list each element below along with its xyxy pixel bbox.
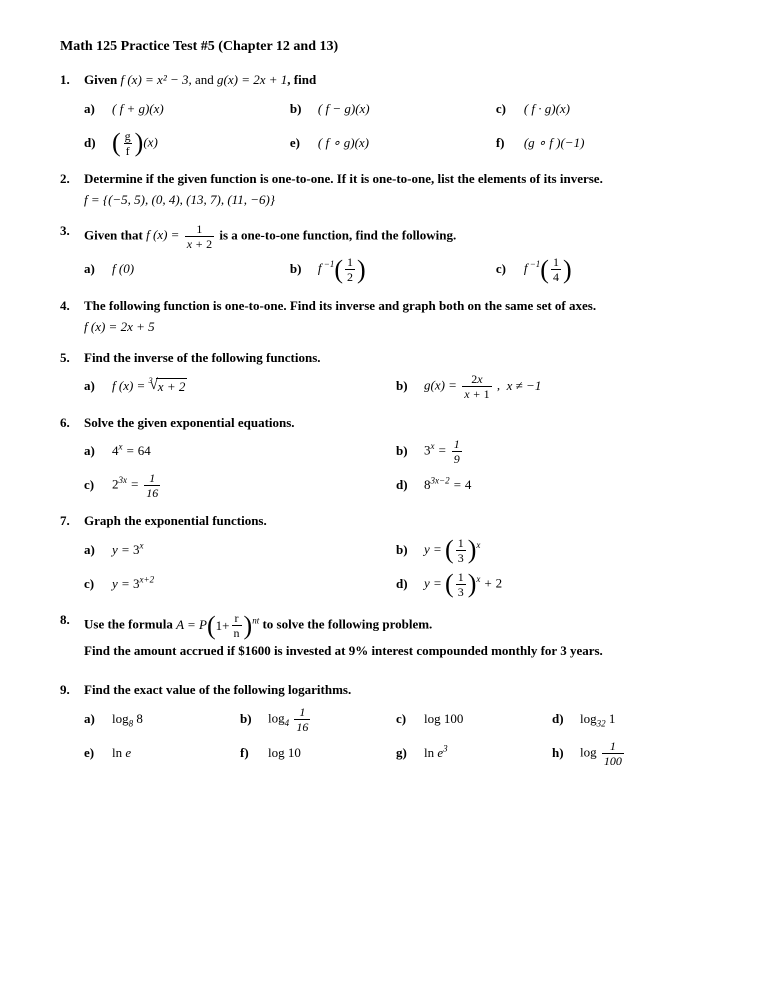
problem-1: 1. Given f (x) = x² − 3, and g(x) = 2x +… xyxy=(60,72,708,157)
problem-9: 9. Find the exact value of the following… xyxy=(60,682,708,767)
expr-6b: 3x = 19 xyxy=(424,438,464,465)
expr-1d: (gf)(x) xyxy=(112,130,158,157)
problem-5: 5. Find the inverse of the following fun… xyxy=(60,350,708,401)
problem-7: 7. Graph the exponential functions. a)y … xyxy=(60,513,708,598)
expr-5a: f (x) = 3√x + 2 xyxy=(112,378,187,396)
page-content: Math 125 Practice Test #5 (Chapter 12 an… xyxy=(0,0,768,811)
expr-3c: f −1(14) xyxy=(524,256,572,283)
expr-3-fn: f (x) = 1x + 2 xyxy=(146,227,216,242)
problem-8: 8. Use the formula A = P(1 + rn)nt to so… xyxy=(60,612,708,660)
expr-9e: ln e xyxy=(112,745,131,762)
problem-2: 2. Determine if the given function is on… xyxy=(60,171,708,209)
expr-7b: y = (13)x xyxy=(424,537,480,564)
page-title: Math 125 Practice Test #5 (Chapter 12 an… xyxy=(60,38,708,56)
problem-3: 3. Given that f (x) = 1x + 2 is a one-to… xyxy=(60,223,708,284)
expr-9a: log8 8 xyxy=(112,711,143,728)
expr-6c: 23x = 116 xyxy=(112,472,162,499)
expr-7c: y = 3x+2 xyxy=(112,576,154,593)
expr-5b: g(x) = 2xx + 1 , xyxy=(424,373,507,400)
expr-7a: y = 3x xyxy=(112,542,144,559)
expr-8-formula: A = P(1 + rn)nt xyxy=(176,617,259,632)
problem-6: 6. Solve the given exponential equations… xyxy=(60,415,708,500)
expr-9d: log32 1 xyxy=(580,711,615,728)
expr-9g: ln e3 xyxy=(424,745,448,762)
expr-6a: 4x = 64 xyxy=(112,443,151,460)
problem-number: 1. xyxy=(60,72,84,89)
problem-stem: Given f (x) = x² − 3, and g(x) = 2x + 1,… xyxy=(84,72,708,89)
expr-7d: y = (13)x + 2 xyxy=(424,571,502,598)
expr-6d: 83x−2 = 4 xyxy=(424,477,471,494)
problem-4: 4. The following function is one-to-one.… xyxy=(60,298,708,336)
expr-9c: log 100 xyxy=(424,711,463,728)
expr-9b: log4 116 xyxy=(268,706,312,733)
expr-9h: log 1100 xyxy=(580,740,626,767)
expr-3b: f −1(12) xyxy=(318,256,366,283)
expr-9f: log 10 xyxy=(268,745,301,762)
